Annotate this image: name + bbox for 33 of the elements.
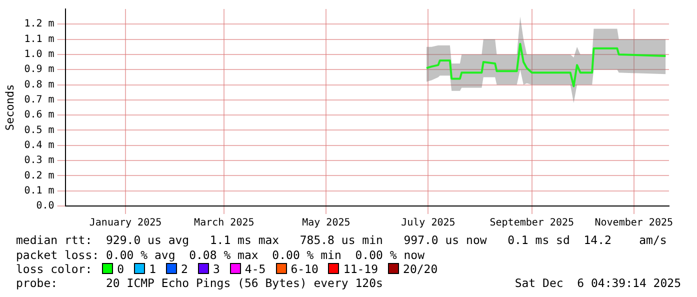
y-tick-label: 0.6 m (24, 110, 54, 121)
text: median rtt: 929.0 us avg 1.1 ms max 785.8 us min 997.0 us now 0.1 ms sd 14.2 am/s (16, 233, 667, 247)
y-tick-label: 1.1 m (24, 34, 54, 45)
y-tick-label: 0.4 m (24, 140, 54, 151)
text: 20/20 (403, 262, 438, 276)
x-tick-label: September 2025 (490, 218, 574, 229)
text: 11-19 (343, 262, 378, 276)
y-tick-label: 0.9 m (24, 64, 54, 76)
x-tick-label: July 2025 (401, 218, 456, 229)
x-tick-label: May 2025 (302, 218, 350, 229)
y-tick-label: 0.0 (36, 200, 54, 212)
text: probe: 20 ICMP Echo Pings (56 Bytes) every 120s (16, 276, 383, 290)
y-tick-label: 0.7 m (24, 94, 54, 106)
text: 0 (117, 262, 124, 276)
text: loss color: (16, 262, 92, 276)
text: 1 (149, 262, 156, 276)
text: packet loss: 0.00 % avg 0.08 % max 0.00 % min 0.00 % now (16, 248, 424, 262)
y-axis-title: Seconds (3, 84, 16, 131)
y-tick-label: 0.3 m (24, 155, 54, 166)
text: 3 (212, 262, 220, 276)
x-tick-label: March 2025 (194, 218, 254, 229)
y-tick-label: 0.2 m (24, 170, 54, 182)
x-tick-label: November 2025 (594, 218, 674, 229)
text: 6-10 (290, 262, 318, 276)
text: 2 (181, 262, 188, 276)
y-tick-label: 1.0 m (24, 49, 54, 60)
y-tick-label: 0.8 m (24, 79, 54, 90)
text: Sat Dec 6 04:39:14 2025 (514, 276, 681, 290)
text: 4-5 (244, 262, 266, 276)
y-tick-label: 0.5 m (24, 124, 54, 136)
x-tick-label: January 2025 (89, 218, 162, 229)
y-tick-label: 1.2 m (24, 18, 54, 30)
y-tick-label: 0.1 m (24, 185, 54, 196)
